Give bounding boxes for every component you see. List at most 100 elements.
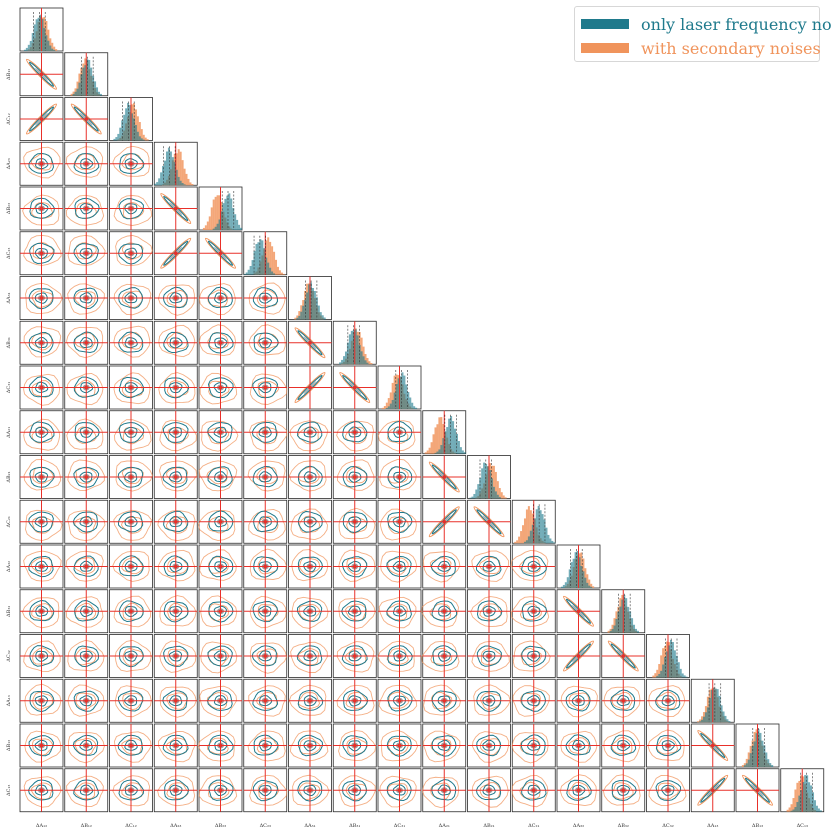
truth-marker <box>487 698 491 703</box>
truth-marker <box>218 519 223 524</box>
hist-bar-secondary <box>586 574 589 588</box>
panel-3-0 <box>19 141 64 186</box>
panel-2-0 <box>19 97 64 141</box>
truth-marker <box>129 296 133 300</box>
panel-11-5 <box>243 499 288 544</box>
hist-bar-laser <box>664 657 667 678</box>
truth-marker <box>308 475 312 479</box>
panel-15-6 <box>288 678 332 723</box>
truth-marker <box>263 385 268 390</box>
contour-secondary-outer <box>247 730 286 762</box>
contour-secondary-outer <box>200 595 238 628</box>
contour-secondary-outer <box>24 730 62 763</box>
contour-secondary-outer <box>511 774 549 808</box>
truth-marker <box>173 475 178 479</box>
hist-bar-laser <box>444 431 447 454</box>
contour-secondary-inner <box>257 604 279 622</box>
hist-bar-secondary <box>741 765 744 767</box>
hist-bar-laser <box>356 335 359 365</box>
hist-bar-laser <box>634 628 637 633</box>
hist-bar-laser <box>438 449 441 454</box>
hist-bar-laser <box>343 356 346 365</box>
hist-bar-laser <box>45 35 48 51</box>
truth-marker <box>755 788 760 793</box>
contour-secondary-inner <box>31 290 54 308</box>
truth-marker <box>218 475 223 479</box>
contour-secondary <box>160 237 192 269</box>
hist-bar-laser <box>167 147 170 186</box>
contour-secondary-inner <box>256 427 279 445</box>
hist-bar-secondary <box>210 207 213 230</box>
hist-bar-laser <box>446 427 449 454</box>
legend-entry-secondary: with secondary noises <box>581 37 821 59</box>
hist-bar-laser <box>749 753 752 767</box>
contour-secondary-inner <box>479 603 502 621</box>
hist-bar-secondary <box>381 407 384 409</box>
contour-secondary <box>26 103 57 135</box>
contour-secondary-inner <box>257 556 279 575</box>
hist-bar-laser <box>812 792 815 812</box>
y-axis-label: ΔB₃₁ <box>6 337 12 348</box>
contour-secondary-outer <box>380 730 419 762</box>
hist-bar-laser <box>452 421 455 454</box>
hist-bar-laser <box>53 49 56 51</box>
truth-marker <box>487 788 491 793</box>
panel-13-2 <box>109 589 153 634</box>
contour-secondary-outer <box>291 549 329 582</box>
y-axis-label: ΔA₂₁ <box>6 427 12 438</box>
contour-secondary-outer <box>421 640 460 672</box>
contour-secondary-inner <box>166 289 188 308</box>
contour-secondary-outer <box>378 596 417 629</box>
truth-marker <box>666 743 670 748</box>
hist-bar-secondary <box>588 579 591 588</box>
truth-marker <box>129 430 133 435</box>
hist-bar-laser <box>440 445 443 454</box>
hist-bar-laser <box>226 195 229 230</box>
truth-marker <box>352 564 357 569</box>
panel-16-13 <box>601 723 646 768</box>
panel-15-10 <box>467 678 511 723</box>
contour-secondary-outer <box>113 595 152 628</box>
truth-marker <box>352 788 357 793</box>
panel-12-12 <box>556 544 601 589</box>
hist-bar-laser <box>232 208 235 230</box>
hist-bar-secondary <box>529 510 532 544</box>
truth-marker <box>218 430 223 435</box>
truth-marker <box>39 564 44 569</box>
panel-9-0 <box>19 410 64 455</box>
contour-secondary-outer <box>560 730 598 763</box>
truth-marker <box>710 743 715 748</box>
hist-bar-secondary <box>360 337 363 365</box>
panel-13-3 <box>153 589 198 634</box>
hist-bar-laser <box>238 224 241 230</box>
hist-bar-laser <box>669 639 672 678</box>
panel-11-0 <box>19 499 64 544</box>
panel-13-8 <box>377 589 422 634</box>
truth-marker <box>84 609 89 614</box>
contour-secondary-inner <box>430 647 453 665</box>
contour-secondary-inner <box>299 515 321 534</box>
hist-bar-laser <box>366 362 369 365</box>
hist-bar-secondary <box>652 675 655 678</box>
legend-entry-laser: only laser frequency noise <box>581 13 831 35</box>
truth-marker <box>487 564 491 569</box>
panel-13-4 <box>198 589 243 634</box>
contour-secondary-outer <box>66 775 104 808</box>
truth-marker <box>218 788 223 793</box>
hist-bar-laser <box>765 752 768 767</box>
hist-bar-laser <box>471 496 474 499</box>
contour-secondary-inner <box>519 556 541 574</box>
contour-secondary-inner <box>121 516 143 534</box>
hist-bar-laser <box>539 510 542 544</box>
hist-bar-laser <box>243 273 246 275</box>
hist-bar-laser <box>724 715 727 723</box>
hist-bar-laser <box>633 624 636 633</box>
contour-secondary-inner <box>74 738 97 756</box>
hist-bar-secondary <box>51 42 54 51</box>
truth-marker <box>352 654 357 658</box>
contour-secondary-outer <box>197 730 236 762</box>
panel-17-2 <box>109 768 153 813</box>
contour-secondary-inner <box>208 603 229 622</box>
truth-marker <box>173 340 178 345</box>
hist-bar-laser <box>31 33 34 51</box>
